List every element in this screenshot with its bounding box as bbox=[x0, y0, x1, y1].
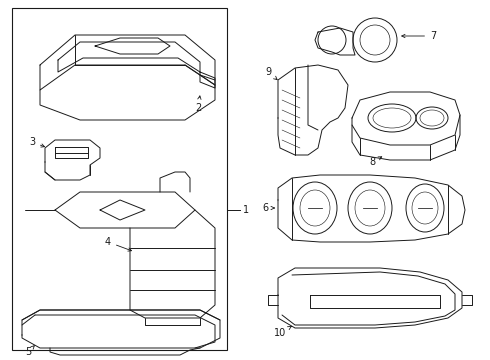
Text: 9: 9 bbox=[265, 67, 277, 80]
Text: 5: 5 bbox=[25, 346, 34, 357]
Text: 2: 2 bbox=[195, 96, 201, 113]
Text: 1: 1 bbox=[243, 205, 249, 215]
Text: 10: 10 bbox=[274, 326, 292, 338]
Text: 8: 8 bbox=[369, 157, 382, 167]
Text: 6: 6 bbox=[262, 203, 274, 213]
Text: 7: 7 bbox=[402, 31, 436, 41]
Text: 4: 4 bbox=[105, 237, 131, 251]
Bar bbox=[12, 8, 227, 350]
Text: 3: 3 bbox=[29, 137, 45, 147]
